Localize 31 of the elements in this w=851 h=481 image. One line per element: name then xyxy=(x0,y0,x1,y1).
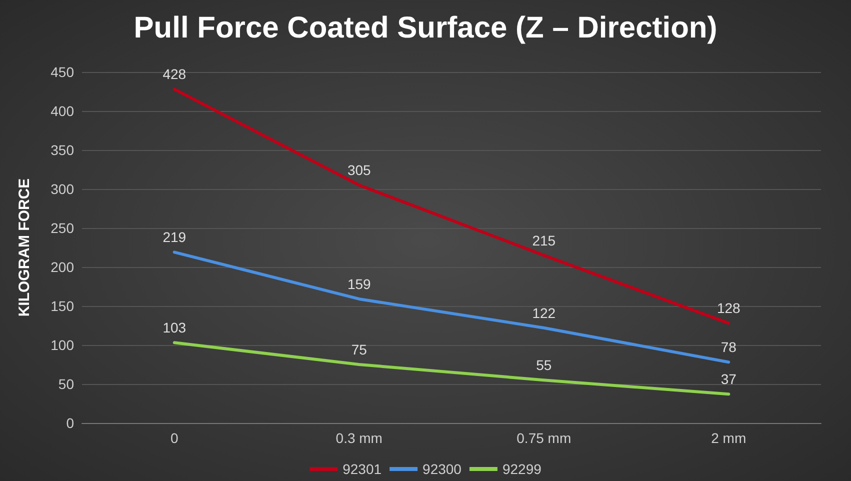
data-label: 159 xyxy=(347,276,372,292)
y-tick-label: 50 xyxy=(58,376,74,392)
data-label: 75 xyxy=(351,342,368,358)
y-tick-label: 450 xyxy=(50,64,74,80)
data-label: 122 xyxy=(532,304,556,321)
data-label: 37 xyxy=(720,371,737,388)
legend-label: 92300 xyxy=(422,461,462,477)
data-label: 78 xyxy=(720,339,737,356)
x-tick-label: 0.75 mm xyxy=(516,430,572,446)
y-tick-label: 100 xyxy=(50,337,74,353)
data-label: 305 xyxy=(347,162,372,178)
y-tick-label: 150 xyxy=(50,298,74,314)
data-label: 128 xyxy=(716,300,741,316)
x-tick-label: 2 mm xyxy=(711,430,746,446)
legend-label: 92299 xyxy=(502,461,542,477)
chart-title: Pull Force Coated Surface (Z – Direction) xyxy=(134,12,718,44)
data-label: 215 xyxy=(532,232,556,248)
y-tick-label: 400 xyxy=(50,103,74,119)
y-tick-label: 0 xyxy=(66,415,74,431)
y-tick-label: 250 xyxy=(50,220,74,236)
legend-label: 92301 xyxy=(342,461,382,477)
data-label: 428 xyxy=(162,66,186,82)
x-tick-label: 0.3 mm xyxy=(336,430,382,446)
y-tick-label: 350 xyxy=(50,142,74,158)
y-axis-title: KILOGRAM FORCE xyxy=(16,178,33,317)
x-tick-label: 0 xyxy=(170,430,178,446)
data-label: 55 xyxy=(536,357,552,374)
y-tick-label: 200 xyxy=(50,259,74,275)
y-tick-label: 300 xyxy=(50,181,74,197)
data-label: 219 xyxy=(162,229,186,246)
data-label: 103 xyxy=(162,320,186,336)
